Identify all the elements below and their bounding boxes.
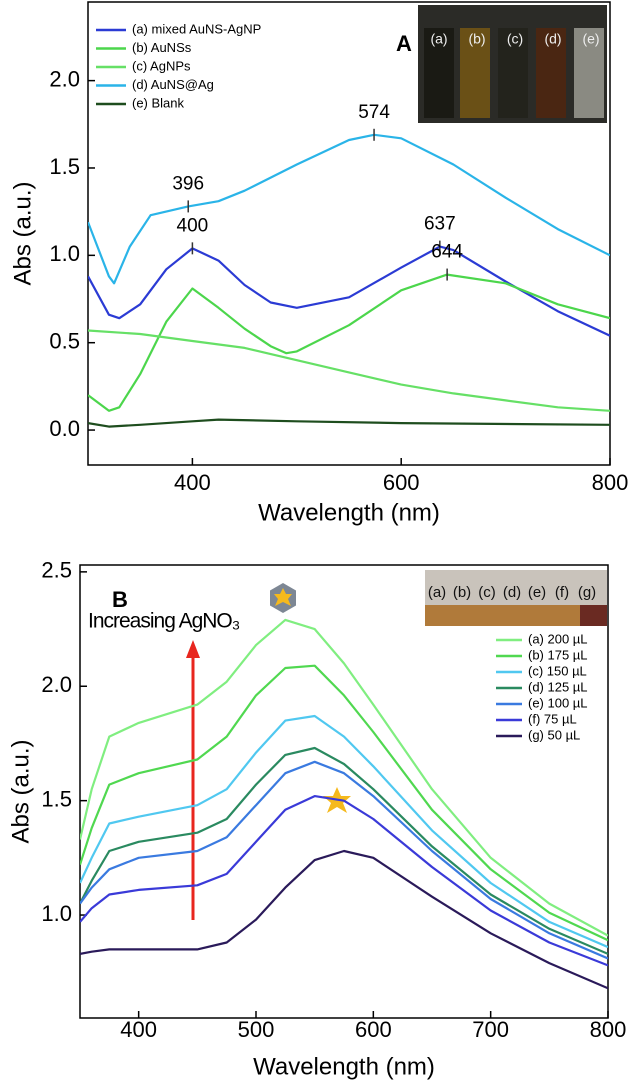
series-line: [88, 329, 610, 412]
panel-label: A: [396, 31, 412, 56]
inset-label: (b): [468, 31, 485, 47]
x-tick-label: 600: [383, 470, 420, 495]
legend-label: (a) mixed AuNS-AgNP: [132, 21, 261, 36]
inset-label: (a): [428, 584, 446, 601]
vial: [424, 28, 454, 118]
y-tick-label: 0.0: [49, 416, 80, 441]
x-tick-label: 400: [120, 1017, 157, 1042]
series-line: [80, 746, 608, 955]
vial: [498, 28, 528, 118]
series-line: [88, 133, 610, 285]
peak-label: 574: [358, 102, 390, 123]
series-line: [80, 714, 608, 949]
vial: [574, 28, 604, 118]
panel-label: B: [112, 587, 128, 612]
legend-label: (e) 100 µL: [528, 695, 588, 710]
y-tick-label: 2.0: [49, 66, 80, 91]
peak-label: 400: [177, 215, 209, 236]
series-line: [80, 849, 608, 990]
y-axis-label: Abs (a.u.): [7, 739, 34, 843]
x-tick-label: 400: [174, 470, 211, 495]
inset-label: (e): [582, 31, 599, 47]
legend-label: (a) 200 µL: [528, 631, 588, 646]
series-line: [88, 418, 610, 428]
legend-label: (f) 75 µL: [528, 711, 577, 726]
x-tick-label: 800: [592, 470, 629, 495]
inset-liquid: [425, 605, 607, 626]
inset-label: (d): [544, 31, 561, 47]
series-line: [80, 795, 608, 967]
plot-frame: [79, 564, 609, 1019]
legend-label: (g) 50 µL: [528, 727, 580, 742]
inset-label: (a): [430, 31, 447, 47]
peak-label: 396: [172, 173, 204, 194]
star-marker: [274, 588, 292, 606]
inset-label: (e): [528, 584, 546, 601]
legend-label: (b) AuNSs: [132, 40, 192, 55]
legend-label: (e) Blank: [132, 95, 185, 110]
series-line: [80, 760, 608, 960]
y-tick-label: 2.0: [41, 672, 72, 697]
peak-label: 644: [431, 242, 463, 263]
x-axis-label: Wavelength (nm): [258, 499, 440, 526]
vial: [460, 28, 490, 118]
legend-label: (b) 175 µL: [528, 647, 588, 662]
x-axis-label: Wavelength (nm): [253, 1053, 435, 1080]
inset-label: (g): [578, 584, 596, 601]
series-line: [80, 618, 608, 937]
legend-label: (c) AgNPs: [132, 58, 191, 73]
arrowhead: [186, 640, 200, 658]
y-tick-label: 1.0: [49, 241, 80, 266]
series-line: [80, 664, 608, 942]
plot-frame: [87, 1, 611, 466]
annotation: Increasing AgNO₃: [88, 610, 240, 633]
series-line: [88, 273, 610, 412]
x-tick-label: 800: [590, 1017, 627, 1042]
inset-label: (d): [503, 584, 521, 601]
y-tick-label: 1.0: [41, 901, 72, 926]
y-tick-label: 0.5: [49, 329, 80, 354]
peak-label: 637: [424, 214, 456, 235]
x-tick-label: 600: [355, 1017, 392, 1042]
x-tick-label: 500: [238, 1017, 275, 1042]
y-axis-label: Abs (a.u.): [9, 181, 36, 285]
y-tick-label: 1.5: [49, 154, 80, 179]
series-line: [88, 245, 610, 337]
x-tick-label: 700: [472, 1017, 509, 1042]
inset-label: (f): [555, 584, 569, 601]
y-tick-label: 2.5: [41, 558, 72, 583]
legend-label: (d) AuNS@Ag: [132, 77, 214, 92]
inset-label: (b): [453, 584, 471, 601]
inset-liquid: [580, 605, 607, 626]
legend-label: (d) 125 µL: [528, 679, 588, 694]
inset-label: (c): [507, 31, 523, 47]
vial: [536, 28, 566, 118]
legend-label: (c) 150 µL: [528, 663, 587, 678]
inset-label: (c): [478, 584, 496, 601]
y-tick-label: 1.5: [41, 786, 72, 811]
